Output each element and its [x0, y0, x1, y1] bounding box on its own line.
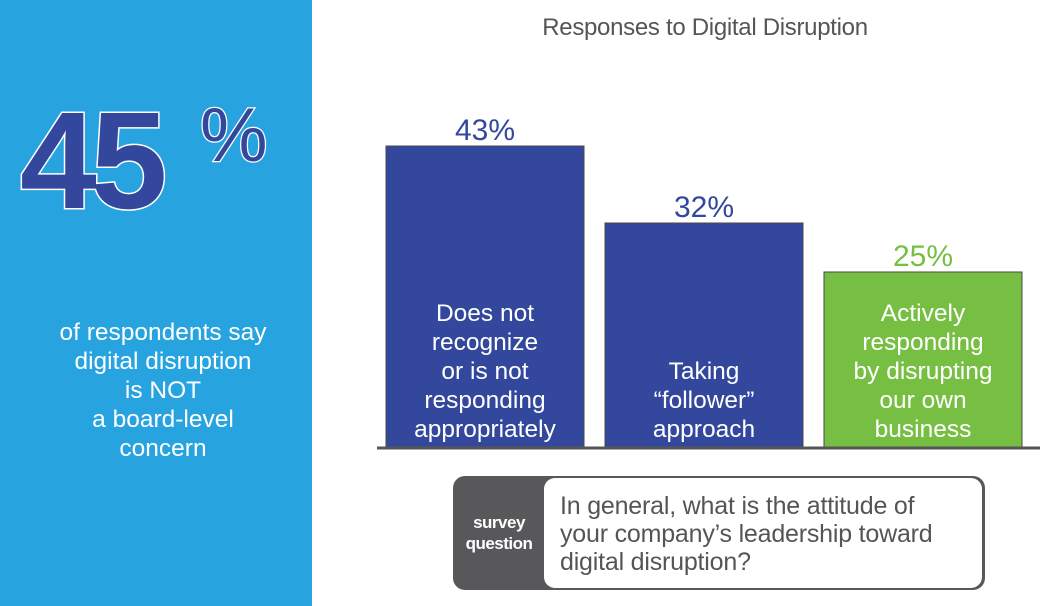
bar-category-label: responding [862, 329, 983, 356]
bar-category-label: recognize [432, 329, 538, 356]
bar-value-label: 32% [674, 191, 734, 224]
bar-value-label: 25% [893, 240, 953, 273]
survey-tag-line: question [465, 534, 533, 553]
question-line: your company’s leadership toward [560, 520, 933, 548]
bar-3 [823, 271, 1023, 448]
bar-1 [385, 145, 585, 448]
bar-category-label: responding [424, 387, 545, 414]
bar-category-label: “follower” [654, 387, 755, 414]
bar-category-label: appropriately [414, 416, 556, 443]
caption-line: concern [119, 435, 207, 462]
headline-stat: 45 % of respondents say digital disrupti… [18, 84, 308, 463]
bar-category-label: our own [879, 387, 966, 414]
bar-category-label: approach [653, 416, 755, 443]
bar-category-label: Does not [436, 300, 534, 327]
question-line: digital disruption? [560, 548, 751, 576]
headline-percent-sign: % [199, 93, 269, 178]
survey-tag-line: survey [473, 513, 525, 532]
bar-category-label: by disrupting [854, 358, 993, 385]
question-line: In general, what is the attitude of [560, 492, 915, 520]
chart-title: Responses to Digital Disruption [542, 14, 868, 41]
bar-category-label: or is not [441, 358, 528, 385]
survey-question-box: survey question In general, what is the … [453, 476, 985, 590]
headline-number: 45 [19, 84, 169, 238]
survey-question-text: In general, what is the attitude of your… [544, 478, 982, 588]
bar-category-label: Actively [881, 300, 966, 327]
bar-2 [604, 222, 804, 448]
bar-category-label: Taking [669, 358, 740, 385]
bar-category-label: business [875, 416, 972, 443]
bar-value-label: 43% [455, 114, 515, 147]
caption-line: is NOT [124, 377, 202, 404]
headline-panel: 45 % of respondents say digital disrupti… [0, 0, 312, 606]
headline-caption: of respondents say digital disruption is… [18, 318, 308, 463]
caption-line: of respondents say [59, 319, 267, 346]
caption-line: a board-level [92, 406, 234, 433]
caption-line: digital disruption [74, 348, 252, 375]
survey-tag: survey question [453, 476, 545, 590]
